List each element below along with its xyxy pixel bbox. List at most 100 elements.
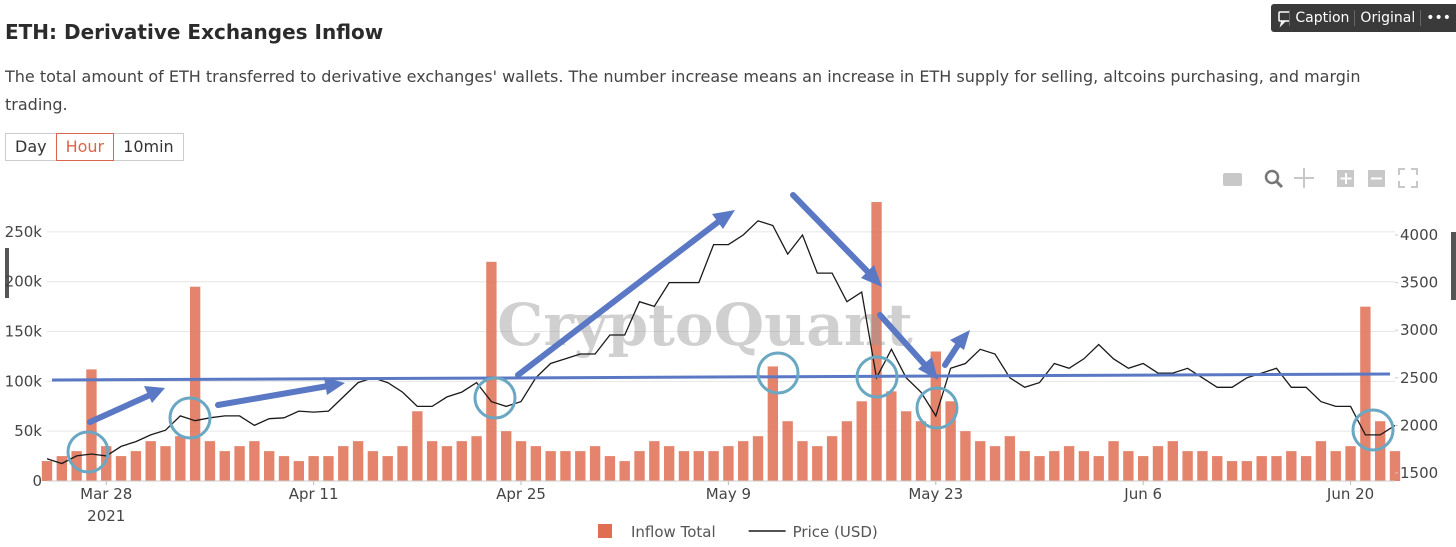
inflow-bar xyxy=(960,431,971,481)
interval-button[interactable]: Hour xyxy=(55,133,115,161)
y-tick-label: 200k xyxy=(5,273,43,291)
zoom-handle xyxy=(1274,179,1284,189)
inflow-bar xyxy=(115,456,127,481)
legend: Inflow Total Price (USD) xyxy=(598,523,878,541)
inflow-bar xyxy=(752,436,764,481)
interval-button[interactable]: 10min xyxy=(113,133,184,161)
inflow-bar xyxy=(1197,451,1208,481)
inflow-bar xyxy=(886,391,897,481)
x-tick-label: May 9 xyxy=(706,485,751,503)
inflow-bar xyxy=(278,456,290,481)
inflow-bar xyxy=(989,446,1001,481)
inflow-bar xyxy=(397,446,408,481)
inflow-bar xyxy=(367,451,379,481)
inflow-bar xyxy=(1375,421,1386,481)
inflow-bar xyxy=(975,441,986,481)
inflow-bar xyxy=(145,441,156,481)
scroll-handle-left[interactable] xyxy=(5,248,9,298)
inflow-bar xyxy=(204,441,216,481)
y2-tick-label: 3500 xyxy=(1400,274,1438,292)
inflow-bar xyxy=(619,461,630,481)
inflow-bar xyxy=(426,441,438,481)
inflow-bar xyxy=(1212,456,1223,481)
inflow-bar xyxy=(441,446,453,481)
pan-icon[interactable] xyxy=(1294,168,1314,188)
inflow-bar xyxy=(1256,456,1267,481)
inflow-bar xyxy=(708,451,719,481)
inflow-bar xyxy=(1049,451,1060,481)
inflow-bar xyxy=(189,286,201,481)
inflow-bar xyxy=(382,456,393,481)
inflow-bar xyxy=(219,451,230,481)
inflow-bar xyxy=(693,451,704,481)
inflow-bar xyxy=(945,401,956,481)
inflow-bar xyxy=(545,451,556,481)
y-tick-label: 100k xyxy=(5,372,43,390)
inflow-bar xyxy=(1345,446,1356,481)
inflow-bar xyxy=(1034,456,1045,481)
y-tick-label: 0 xyxy=(32,472,42,490)
y2-tick-label: 2000 xyxy=(1400,416,1438,434)
inflow-bar xyxy=(130,451,142,481)
y2-tick-label: 1500 xyxy=(1400,464,1438,482)
x-tick-label: May 23 xyxy=(908,485,963,503)
annotations xyxy=(51,192,1395,474)
inflow-bar xyxy=(501,431,512,481)
comment-icon[interactable] xyxy=(1271,8,1290,28)
legend-label: Price (USD) xyxy=(793,523,878,541)
inflow-bar xyxy=(797,441,808,481)
description: The total amount of ETH transferred to d… xyxy=(5,67,1361,114)
inflow-bar xyxy=(1108,441,1119,481)
inflow-bar xyxy=(1167,441,1178,481)
camera-icon[interactable] xyxy=(1223,173,1242,186)
inflow-bar xyxy=(175,436,186,481)
axes: 0 50k 100k 150k 200k 250k 1500 2000 2500 3000 3500… xyxy=(5,223,1439,525)
y2-tick-label: 2500 xyxy=(1400,369,1438,387)
inflow-bar xyxy=(1078,451,1090,481)
inflow-bar xyxy=(56,456,67,481)
interval-button[interactable]: Day xyxy=(5,133,57,161)
y2-tick-label: 4000 xyxy=(1400,226,1438,244)
inflow-bar xyxy=(352,441,364,481)
inflow-bar xyxy=(471,436,482,481)
inflow-bar xyxy=(249,441,260,481)
inflow-bar xyxy=(560,451,571,481)
inflow-bar xyxy=(160,446,171,481)
annotation-arrows xyxy=(87,192,970,425)
original-button[interactable]: Original xyxy=(1354,10,1420,26)
x-tick-label: Jun 6 xyxy=(1123,485,1162,503)
inflow-bar xyxy=(412,411,423,481)
inflow-bar xyxy=(1226,461,1238,481)
y2-tick-label: 3000 xyxy=(1400,321,1438,339)
inflow-bar xyxy=(1360,306,1371,481)
annotation-circles xyxy=(66,351,1395,474)
scroll-handle-right[interactable] xyxy=(1451,232,1456,300)
inflow-bar xyxy=(515,441,527,481)
inflow-bar xyxy=(1152,446,1164,481)
inflow-bar xyxy=(338,446,349,481)
inflow-bar xyxy=(1123,451,1134,481)
autoscale-icon[interactable] xyxy=(1398,168,1418,188)
zoom-icon[interactable] xyxy=(1264,169,1280,185)
inflow-bar xyxy=(41,461,53,481)
inflow-bar xyxy=(1389,451,1401,481)
lines xyxy=(46,220,1396,465)
inflow-bar xyxy=(1330,451,1341,481)
annotation-line xyxy=(51,372,1391,382)
inflow-bar xyxy=(86,369,97,481)
grid xyxy=(47,231,1395,482)
inflow-bar xyxy=(293,461,305,481)
title: ETH: Derivative Exchanges Inflow xyxy=(5,20,384,44)
inflow-bar xyxy=(915,421,927,481)
inflow-bar xyxy=(782,421,793,481)
x-tick-label: Apr 11 xyxy=(289,485,339,503)
inflow-bar xyxy=(1286,451,1297,481)
inflow-bar xyxy=(604,456,616,481)
x-tick-label: Mar 28 xyxy=(80,485,132,503)
zoom-glyphs xyxy=(1340,173,1382,184)
more-button[interactable]: ••• xyxy=(1420,10,1456,26)
caption-button[interactable]: Caption xyxy=(1289,10,1354,26)
inflow-bar xyxy=(530,446,542,481)
inflow-bar xyxy=(1004,436,1016,481)
inflow-bar xyxy=(323,456,334,481)
